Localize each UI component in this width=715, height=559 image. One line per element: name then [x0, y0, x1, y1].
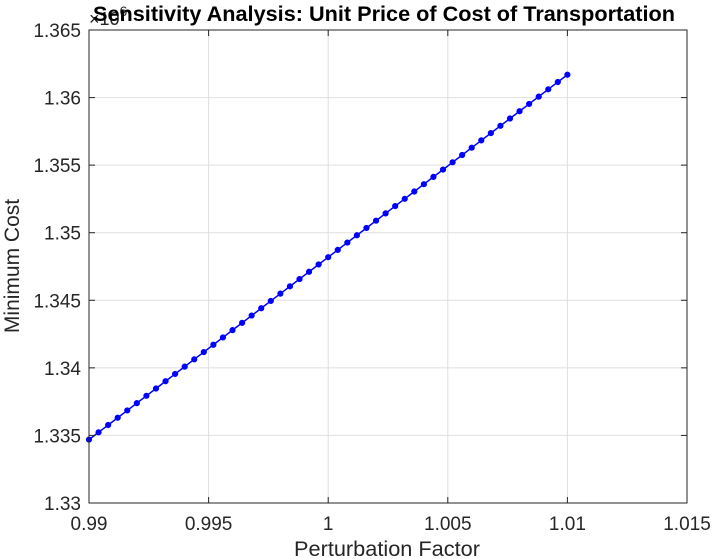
data-point	[210, 341, 217, 348]
data-point	[277, 290, 284, 297]
plot-area	[89, 30, 687, 503]
data-point	[516, 108, 523, 115]
data-point	[238, 319, 246, 326]
data-point	[478, 137, 485, 144]
chart-title: Sensitivity Analysis: Unit Price of Cost…	[93, 3, 675, 26]
data-point	[487, 130, 494, 137]
y-tick-label: 1.335	[33, 426, 81, 447]
data-point	[305, 268, 313, 275]
data-point	[420, 181, 427, 188]
data-point	[258, 305, 265, 312]
y-tick-label: 1.35	[44, 224, 81, 245]
data-point	[353, 232, 360, 239]
y-tick-labels: 1.33 1.335 1.34 1.345 1.35 1.355 1.36 1.365	[33, 21, 81, 515]
data-point	[200, 348, 207, 356]
data-point	[526, 100, 533, 108]
y-axis-exponent: 6	[120, 3, 128, 19]
data-point	[382, 210, 389, 217]
y-tick-label: 1.365	[33, 21, 81, 42]
y-tick-label: 1.345	[33, 291, 81, 312]
data-point	[95, 429, 102, 436]
series-layer	[85, 71, 571, 443]
right-clip-mask	[680, 2, 715, 28]
data-point	[497, 122, 504, 129]
bottom-clip-mask	[481, 532, 591, 559]
data-point	[219, 334, 227, 341]
x-tick-label: 0.99	[71, 514, 108, 535]
data-point	[449, 159, 456, 166]
data-point	[267, 297, 274, 305]
data-point	[325, 254, 332, 261]
x-tick-label: 1.005	[424, 514, 472, 535]
data-point	[430, 173, 437, 180]
data-point	[143, 392, 150, 399]
data-point	[439, 166, 447, 173]
y-tick-label: 1.355	[33, 156, 81, 177]
x-axis-label: Perturbation Factor	[294, 538, 480, 559]
data-point	[248, 312, 255, 319]
y-axis-label: Minimum Cost	[1, 199, 24, 333]
data-point	[392, 202, 399, 210]
data-point	[181, 363, 188, 370]
data-point	[344, 239, 351, 246]
data-point	[459, 151, 466, 159]
data-point	[363, 224, 370, 232]
y-tick-label: 1.34	[44, 359, 81, 380]
y-axis-multiplier: ×106	[89, 3, 128, 29]
data-point	[133, 400, 140, 407]
x-tick-label: 1.01	[549, 514, 586, 535]
data-point	[124, 407, 131, 414]
x-tick-label: 1	[323, 514, 334, 535]
data-point	[162, 378, 169, 385]
data-point	[114, 414, 121, 421]
data-point	[554, 78, 561, 86]
data-point	[191, 356, 198, 363]
data-point	[506, 115, 514, 122]
data-point	[372, 217, 380, 224]
data-point	[468, 144, 475, 151]
data-point	[105, 421, 112, 429]
x-tick-labels: 0.99 0.995 1 1.005 1.01 1.015	[71, 514, 711, 535]
y-tick-label: 1.33	[44, 494, 81, 515]
data-point	[229, 327, 236, 334]
plot-frame	[88, 29, 688, 504]
y-tick-label: 1.36	[44, 89, 81, 110]
data-point	[315, 261, 322, 268]
data-point	[334, 246, 341, 253]
y-axis-multiplier-base: ×10	[89, 9, 120, 29]
data-point	[401, 195, 408, 202]
ticks	[88, 29, 688, 504]
data-point	[172, 370, 179, 378]
data-point	[535, 93, 542, 100]
data-point	[152, 385, 160, 392]
data-point	[564, 71, 571, 78]
data-point	[296, 275, 303, 283]
x-tick-label: 0.995	[185, 514, 233, 535]
data-point	[286, 283, 294, 290]
x-tick-label: 1.015	[663, 514, 711, 535]
data-point	[545, 86, 552, 93]
data-point	[411, 188, 418, 195]
